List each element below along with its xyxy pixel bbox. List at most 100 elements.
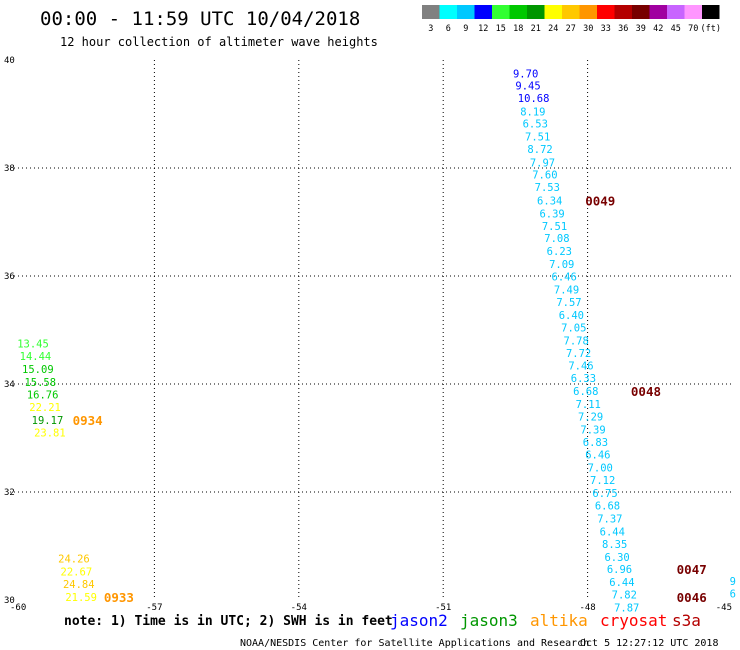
pass-time-label: 0046: [677, 590, 707, 605]
y-tick-label: 30: [4, 596, 15, 606]
footer-note: note: 1) Time is in UTC; 2) SWH is in fe…: [64, 614, 393, 629]
data-point-altika: 21.59: [65, 592, 97, 604]
data-point-jason2: 7.97: [530, 158, 555, 170]
data-point-jason2: 6.33: [571, 373, 596, 385]
data-point-jason2: 6.68: [595, 501, 620, 513]
color-scale-label: 18: [513, 24, 523, 34]
x-tick-label: -60: [10, 603, 26, 613]
data-point-jason2: 6.30: [604, 552, 629, 564]
data-point-jason3: 19.17: [32, 415, 64, 427]
color-swatch: [439, 5, 457, 19]
color-scale-label: 39: [636, 24, 646, 34]
color-swatch: [474, 5, 492, 19]
data-point-jason2: 7.05: [561, 322, 586, 334]
color-swatch: [544, 5, 562, 19]
data-point-jason2: 9.70: [513, 69, 538, 81]
color-swatch: [579, 5, 597, 19]
color-swatch: [509, 5, 527, 19]
data-point-jason2: 7.11: [576, 399, 601, 411]
color-scale-label: 21: [531, 24, 541, 34]
data-point-s3a: 6: [730, 589, 736, 601]
data-point-jason2: 7.49: [554, 285, 579, 297]
data-point-jason2: 7.37: [597, 513, 622, 525]
y-tick-label: 40: [4, 56, 15, 66]
color-scale-label: 12: [478, 24, 488, 34]
data-point-altika: 22.67: [61, 566, 93, 578]
color-swatch: [422, 5, 440, 19]
footer-timestamp: Oct 5 12:27:12 UTC 2018: [580, 638, 718, 649]
x-tick-label: -54: [291, 603, 307, 613]
color-swatch: [562, 5, 580, 19]
legend-item-altika: altika: [530, 611, 588, 630]
color-scale-label: 9: [463, 24, 468, 34]
data-point-jason2: 7.09: [549, 259, 574, 271]
data-point-jason2: 6.53: [523, 119, 548, 131]
y-tick-label: 32: [4, 488, 15, 498]
footer-credit: NOAA/NESDIS Center for Satellite Applica…: [240, 638, 589, 649]
data-point-jason2: 6.34: [537, 195, 562, 207]
data-point-jason2: 6.75: [592, 488, 617, 500]
data-point-jason2: 6.46: [552, 272, 577, 284]
data-point-jason2: 10.68: [518, 93, 550, 105]
pass-time-label: 0047: [677, 562, 707, 577]
color-scale-label: 33: [601, 24, 611, 34]
data-point-jason2: 6.83: [583, 437, 608, 449]
data-point-jason2: 7.57: [556, 297, 581, 309]
pass-time-label: 0934: [73, 413, 103, 428]
data-point-jason3: 23.81: [34, 428, 66, 440]
data-point-s3a: 9: [730, 576, 736, 588]
data-point-jason2: 7.60: [532, 169, 557, 181]
data-point-jason2: 6.44: [609, 577, 634, 589]
data-point-jason3: 16.76: [27, 389, 59, 401]
axis-tick-labels: -60 -57 -54 -51 -48 -45 30 32 34 36 38 40: [4, 56, 732, 613]
data-point-jason3: 22.21: [29, 402, 61, 414]
color-scale-label: 45: [671, 24, 681, 34]
data-point-jason3: 14.44: [20, 351, 52, 363]
data-point-jason2: 7.51: [542, 221, 567, 233]
pass-time-label: 0048: [631, 384, 661, 399]
color-scale-label: 36: [618, 24, 628, 34]
data-point-jason2: 7.39: [580, 424, 605, 436]
data-point-jason2: 7.78: [564, 335, 589, 347]
color-swatch: [667, 5, 685, 19]
satellite-legend: jason2 jason3 altika cryosat s3a: [390, 611, 701, 630]
legend-item-jason2: jason2: [390, 611, 448, 630]
color-swatch: [614, 5, 632, 19]
data-point-jason2: 6.68: [573, 386, 598, 398]
color-scale-label: 27: [566, 24, 576, 34]
color-swatch: [527, 5, 545, 19]
chart-title: 00:00 - 11:59 UTC 10/04/2018: [40, 8, 360, 30]
data-point-jason2: 7.46: [568, 361, 593, 373]
pass-time-label: 0933: [104, 590, 134, 605]
data-point-jason2: 7.53: [535, 182, 560, 194]
color-swatch: [684, 5, 702, 19]
x-tick-label: -51: [435, 603, 451, 613]
color-scale-label: 24: [548, 24, 558, 34]
data-point-jason2: 7.12: [590, 475, 615, 487]
pass-time-labels: 0049 0048 0047 0046 0934 0933: [73, 193, 707, 604]
chart-subtitle: 12 hour collection of altimeter wave hei…: [60, 35, 378, 49]
x-tick-label: -45: [716, 603, 732, 613]
color-swatch: [702, 5, 720, 19]
color-scale-label: 3: [428, 24, 433, 34]
data-point-jason2: 6.96: [607, 564, 632, 576]
data-point-jason2: 7.08: [544, 233, 569, 245]
legend-item-s3a: s3a: [672, 611, 701, 630]
data-point-jason2: 6.46: [585, 450, 610, 462]
data-point-jason2: 7.72: [566, 348, 591, 360]
color-scale-legend: 3 6 9 12 15 18 21 24 27 30 33 36 39 42 45 70 (ft): [422, 5, 721, 34]
color-swatch: [457, 5, 475, 19]
data-point-jason2: 7.82: [612, 590, 637, 602]
y-tick-label: 38: [4, 164, 15, 174]
data-point-jason2: 7.51: [525, 132, 550, 144]
color-scale-label: (ft): [701, 24, 721, 34]
data-point-jason2: 6.44: [600, 526, 625, 538]
data-point-jason2: 6.23: [547, 246, 572, 258]
data-points: 9.709.4510.688.196.537.518.727.977.607.5…: [17, 69, 736, 615]
data-point-jason2: 6.39: [539, 208, 564, 220]
y-tick-label: 36: [4, 272, 15, 282]
x-tick-label: -48: [579, 603, 595, 613]
data-point-jason2: 7.87: [614, 603, 639, 615]
